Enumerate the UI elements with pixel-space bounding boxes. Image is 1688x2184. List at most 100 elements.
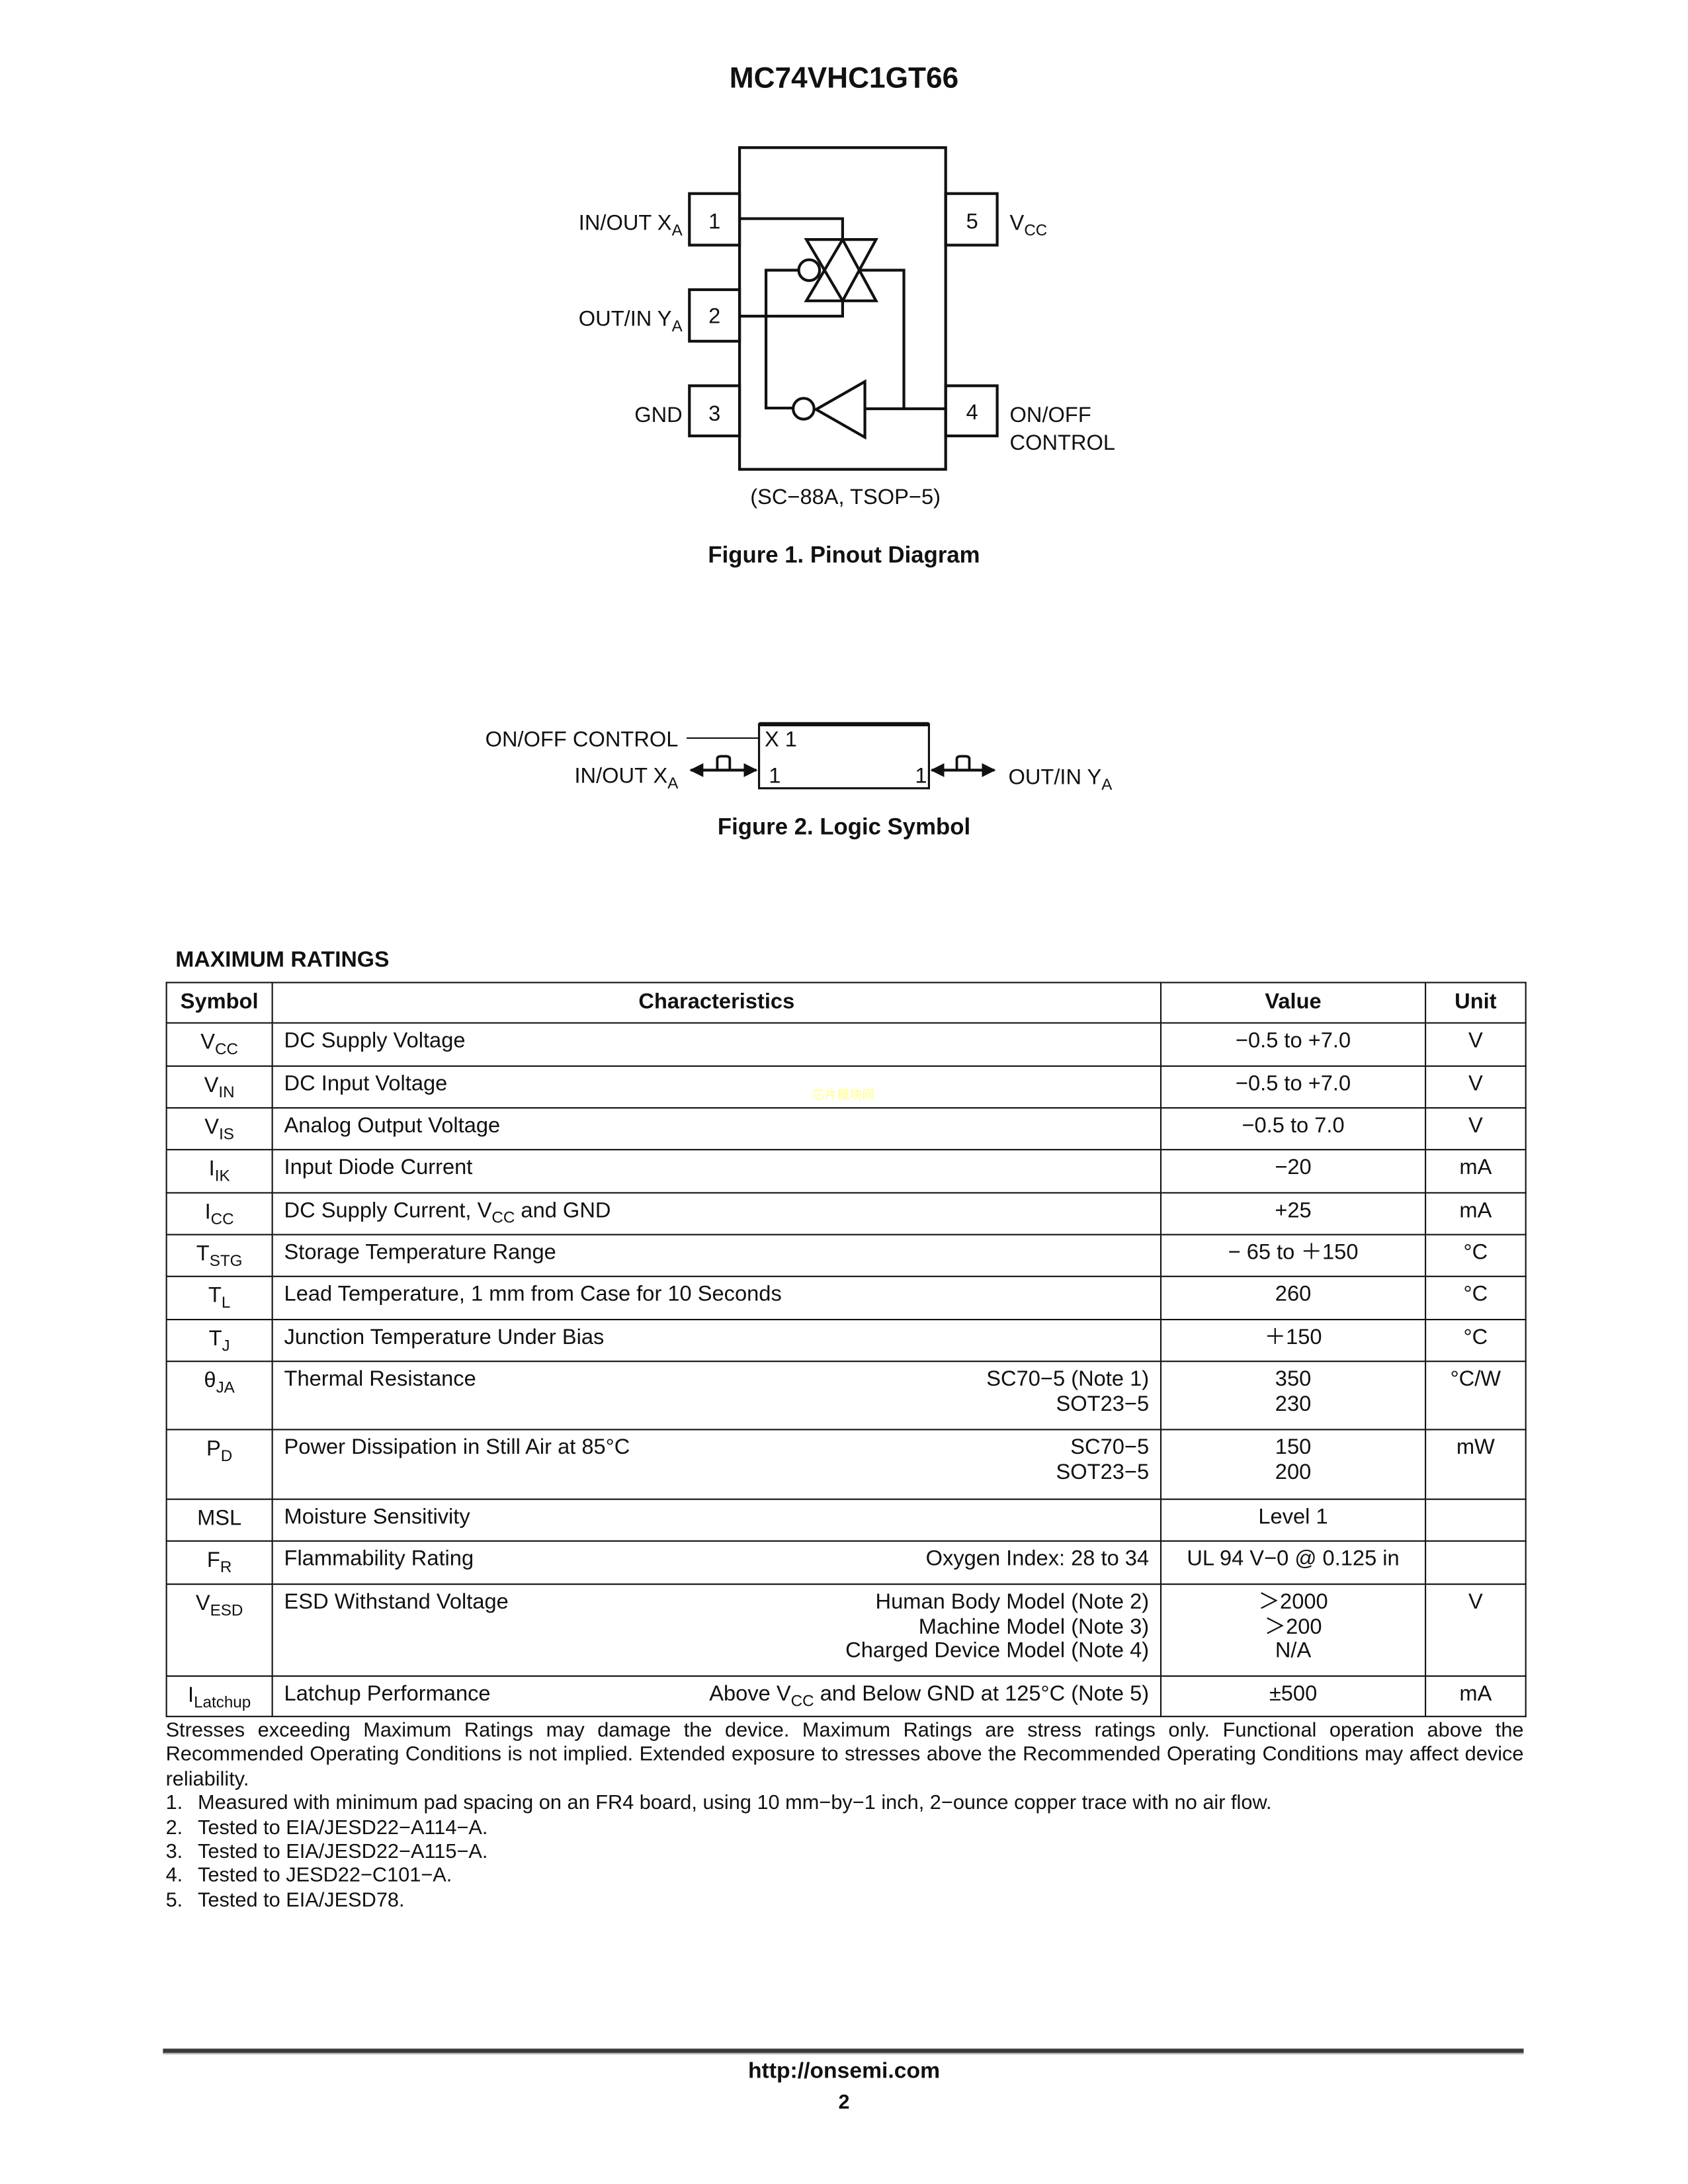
condition: SC70−5 xyxy=(1056,1435,1150,1460)
characteristic-cell: Input Diode Current xyxy=(271,1149,1162,1194)
symbol: V xyxy=(200,1030,216,1054)
value: 350 xyxy=(1275,1367,1312,1392)
maximum-ratings-table: Symbol Characteristics Value Unit VCC DC … xyxy=(165,982,1527,1718)
characteristic-text: and GND xyxy=(515,1198,611,1223)
table-row: θJA Thermal Resistance SC70−5 (Note 1) SOT2… xyxy=(165,1361,1527,1431)
symbol: I xyxy=(208,1157,215,1181)
characteristic-name: Latchup Performance xyxy=(284,1683,491,1707)
column-header-unit: Unit xyxy=(1425,982,1527,1024)
characteristic: Input Diode Current xyxy=(284,1156,1150,1181)
symbol-subscript: Latchup xyxy=(194,1695,251,1712)
characteristic: Flammability Rating Oxygen Index: 28 to 3… xyxy=(284,1547,1150,1572)
condition-text: SOT23−5 xyxy=(1056,1392,1150,1416)
characteristic-cell: ESD Withstand Voltage Human Body Model (N… xyxy=(271,1583,1162,1677)
characteristic-text: ESD Withstand Voltage xyxy=(284,1590,509,1615)
symbol-cell: TSTG xyxy=(165,1234,273,1277)
control-label: ON/OFF CONTROL xyxy=(485,727,679,751)
symbol: T xyxy=(208,1284,222,1308)
condition: SOT23−5 xyxy=(986,1392,1150,1417)
value: −0.5 to +7.0 xyxy=(1235,1029,1351,1053)
unit-cell: V xyxy=(1425,1583,1527,1677)
characteristic: DC Supply Current, VCC and GND xyxy=(284,1198,1150,1228)
characteristic: Junction Temperature Under Bias xyxy=(284,1326,1150,1351)
condition-list: Oxygen Index: 28 to 34 xyxy=(926,1547,1149,1572)
characteristic-cell: Moisture Sensitivity xyxy=(271,1498,1162,1542)
symbol: θ xyxy=(204,1368,216,1393)
symbol: I xyxy=(187,1683,194,1708)
symbol-subscript: L xyxy=(221,1295,231,1312)
characteristic-text: DC Input Voltage xyxy=(284,1072,448,1097)
symbol-subscript: JA xyxy=(216,1380,235,1397)
symbol: I xyxy=(204,1200,211,1224)
footnote: 1. Measured with minimum pad spacing on a… xyxy=(166,1792,1524,1817)
section-heading: MAXIMUM RATINGS xyxy=(175,948,390,972)
hysteresis-icon xyxy=(955,755,971,771)
symbol-subscript: CC xyxy=(215,1041,239,1059)
pin-3-label: GND xyxy=(634,402,683,427)
characteristic: Moisture Sensitivity xyxy=(284,1505,1150,1530)
wire-pin1 xyxy=(739,217,844,240)
symbol-cell: TL xyxy=(165,1275,273,1321)
table-row: TJ Junction Temperature Under Bias ＋150 °C xyxy=(165,1319,1527,1363)
table-row: TSTG Storage Temperature Range − 65 to ＋15… xyxy=(165,1234,1527,1277)
characteristic: Latchup Performance Above VCC and Below G… xyxy=(284,1682,1150,1710)
characteristic-name: Input Diode Current xyxy=(284,1156,473,1181)
table-row: TL Lead Temperature, 1 mm from Case for 1… xyxy=(165,1275,1527,1321)
condition-text: Above V xyxy=(709,1682,791,1706)
unit-cell: mA xyxy=(1425,1675,1527,1718)
characteristic-text: Latchup Performance xyxy=(284,1682,491,1706)
characteristic-name: Lead Temperature, 1 mm from Case for 10 … xyxy=(284,1282,782,1307)
table-row: V ESD ESD Withstand Voltage Human Body Mode… xyxy=(165,1583,1527,1677)
value-cell: −20 xyxy=(1160,1149,1427,1194)
characteristic-text: Analog Output Voltage xyxy=(284,1114,501,1138)
value-cell: Level 1 xyxy=(1160,1498,1427,1542)
symbol-cell: ILatchup xyxy=(165,1675,273,1718)
pin-3 xyxy=(688,384,741,438)
unit-cell: mW xyxy=(1425,1429,1527,1500)
symbol-cell: VIN xyxy=(165,1065,273,1109)
symbol: T xyxy=(208,1327,222,1351)
unit-cell: mA xyxy=(1425,1149,1527,1194)
value: UL 94 V−0 @ 0.125 in xyxy=(1187,1547,1400,1572)
pin-4-number: 4 xyxy=(966,399,978,424)
symbol-subscript: J xyxy=(222,1338,230,1355)
characteristic-cell: Flammability Rating Oxygen Index: 28 to 3… xyxy=(271,1540,1162,1585)
condition-text: SC70−5 xyxy=(1070,1435,1150,1460)
unit-cell: mA xyxy=(1425,1192,1527,1236)
condition-text: Machine Model (Note 3) xyxy=(918,1615,1150,1639)
value-cell: ＋150 xyxy=(1160,1319,1427,1363)
symbol-cell: θJA xyxy=(165,1361,273,1431)
left-pin-number: 1 xyxy=(769,763,781,787)
unit-cell: V xyxy=(1425,1022,1527,1067)
characteristic-name: Moisture Sensitivity xyxy=(284,1505,470,1530)
symbol-subscript: ESD xyxy=(210,1603,243,1620)
footnote: 5. Tested to EIA/JESD78. xyxy=(166,1890,1524,1914)
package-note: (SC−88A, TSOP−5) xyxy=(750,484,941,509)
value: ＞200 xyxy=(1264,1615,1322,1639)
footnote: 2. Tested to EIA/JESD22−A114−A. xyxy=(166,1817,1524,1841)
table-row: ILatchup Latchup Performance Above VCC and… xyxy=(165,1675,1527,1718)
footer-url[interactable]: http://onsemi.com xyxy=(747,2060,941,2083)
symbol-cell: FR xyxy=(165,1540,273,1585)
table-row: VCC DC Supply Voltage −0.5 to +7.0 V xyxy=(165,1022,1527,1067)
condition: Above VCC and Below GND at 125°C (Note 5… xyxy=(709,1682,1149,1710)
characteristic: Thermal Resistance SC70−5 (Note 1) SOT23−5 xyxy=(284,1368,1150,1417)
characteristic-name: DC Supply Current, VCC and GND xyxy=(284,1198,611,1228)
pin-1-label: IN/OUT XA xyxy=(579,210,683,239)
symbol-subscript: IK xyxy=(214,1168,230,1185)
value: − 65 to ＋150 xyxy=(1228,1241,1359,1265)
characteristic-text: DC Supply Voltage xyxy=(284,1029,466,1053)
characteristic-name: Analog Output Voltage xyxy=(284,1114,501,1138)
table-row: FR Flammability Rating Oxygen Index: 28 to… xyxy=(165,1540,1527,1585)
inverter-icon xyxy=(792,379,866,440)
pinout-diagram: IN/OUT XA OUT/IN YA GND 1 2 3 5 4 VCC ON… xyxy=(579,146,1115,509)
pin-5-label: VCC xyxy=(1010,210,1048,239)
value-cell: − 65 to ＋150 xyxy=(1160,1234,1427,1277)
characteristic-text-subscript: CC xyxy=(491,1210,515,1228)
figure-2-caption: Figure 2. Logic Symbol xyxy=(717,814,971,840)
footnote-number: 1. xyxy=(165,1792,183,1816)
symbol: P xyxy=(206,1437,221,1461)
value-cell: −0.5 to +7.0 xyxy=(1160,1065,1427,1109)
condition-list: Above VCC and Below GND at 125°C (Note 5… xyxy=(709,1682,1149,1710)
symbol-subscript: CC xyxy=(210,1211,234,1229)
